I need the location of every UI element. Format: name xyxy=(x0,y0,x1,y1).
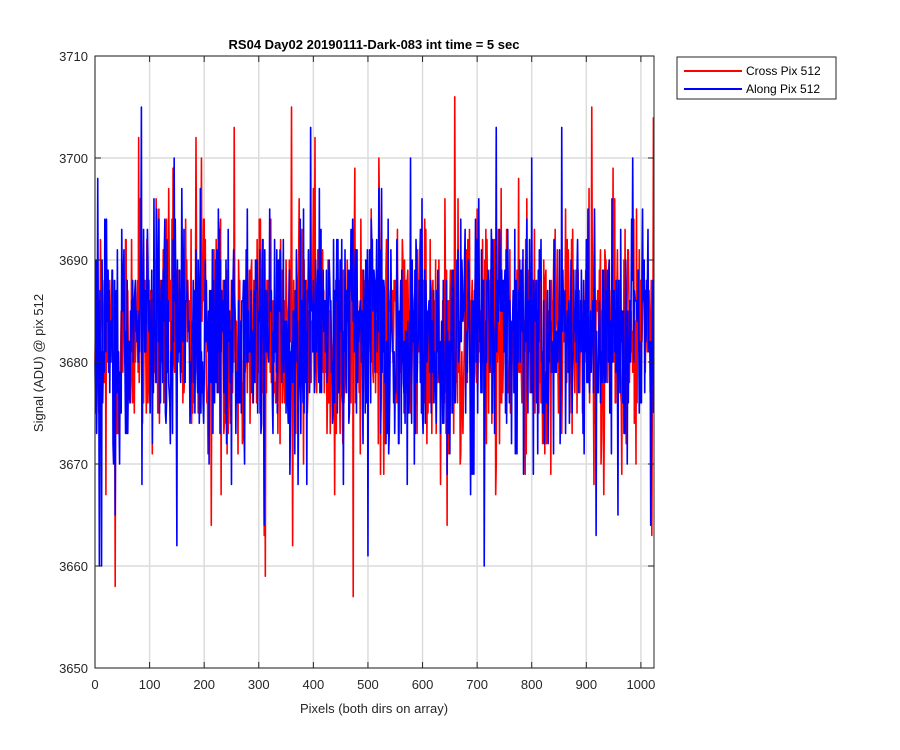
x-axis-ticks: 0 100 200 300 400 500 600 700 800 900 1000 xyxy=(91,56,655,692)
x-tick-label: 600 xyxy=(412,677,434,692)
x-tick-label: 200 xyxy=(193,677,215,692)
y-tick-label: 3710 xyxy=(59,49,88,64)
chart-title: RS04 Day02 20190111-Dark-083 int time = … xyxy=(229,37,520,52)
x-tick-label: 100 xyxy=(139,677,161,692)
legend: Cross Pix 512 Along Pix 512 xyxy=(676,56,837,100)
x-tick-label: 300 xyxy=(248,677,270,692)
legend-box xyxy=(676,56,837,100)
y-tick-label: 3680 xyxy=(59,355,88,370)
y-tick-label: 3670 xyxy=(59,457,88,472)
y-axis-ticks: 3650 3660 3670 3680 3690 3700 3710 xyxy=(59,49,654,676)
legend-label-cross: Cross Pix 512 xyxy=(746,64,821,78)
x-axis-label: Pixels (both dirs on array) xyxy=(300,701,448,716)
y-tick-label: 3650 xyxy=(59,661,88,676)
series-line-along-pix-512 xyxy=(94,106,655,567)
legend-label-along: Along Pix 512 xyxy=(746,82,820,96)
x-tick-label: 900 xyxy=(575,677,597,692)
x-tick-label: 0 xyxy=(91,677,98,692)
y-tick-label: 3690 xyxy=(59,253,88,268)
x-tick-label: 1000 xyxy=(626,677,655,692)
y-tick-label: 3660 xyxy=(59,559,88,574)
plot-area xyxy=(94,96,655,598)
x-tick-label: 500 xyxy=(357,677,379,692)
x-tick-label: 700 xyxy=(466,677,488,692)
x-tick-label: 400 xyxy=(303,677,325,692)
y-tick-label: 3700 xyxy=(59,151,88,166)
y-axis-label: Signal (ADU) @ pix 512 xyxy=(31,294,46,432)
x-tick-label: 800 xyxy=(521,677,543,692)
